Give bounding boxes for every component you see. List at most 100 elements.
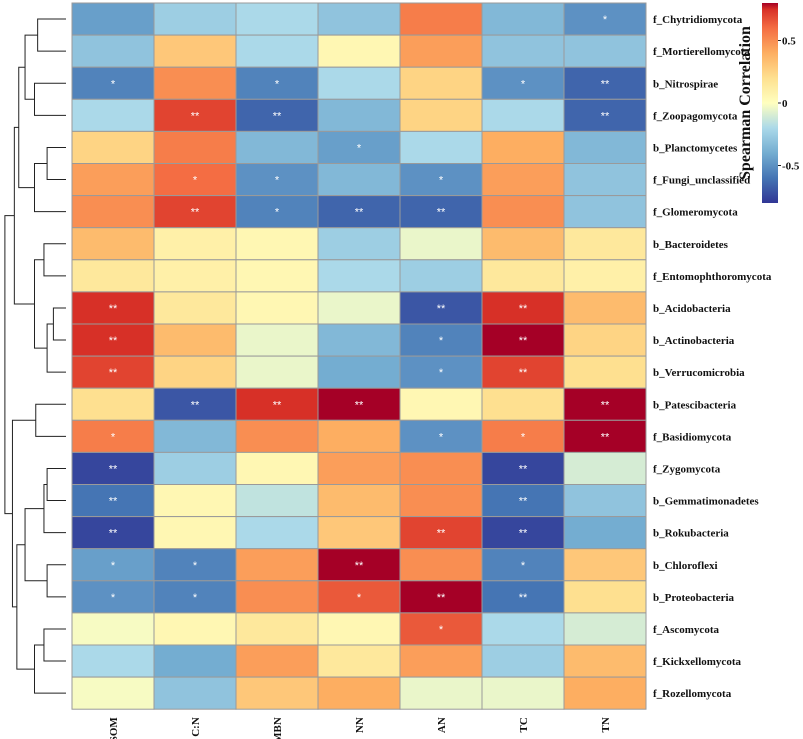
heatmap-cell — [153, 387, 237, 421]
heatmap-cell — [399, 259, 483, 293]
heatmap-cell — [153, 259, 237, 293]
heatmap-cell — [399, 580, 483, 614]
significance-mark: ** — [601, 431, 610, 443]
heatmap-cell — [71, 98, 155, 132]
heatmap-cell — [481, 612, 565, 646]
heatmap-cell — [399, 451, 483, 485]
significance-mark: * — [439, 367, 444, 379]
significance-mark: ** — [355, 207, 364, 219]
heatmap-cell — [481, 195, 565, 229]
heatmap-cells: ** * * **** ** **** * *** * ** **** ** **** * **** * ***… — [71, 2, 647, 710]
heatmap-cell — [563, 195, 647, 229]
significance-mark: ** — [191, 110, 200, 122]
row-label: f_Fungi_unclassified — [653, 175, 750, 187]
heatmap-cell — [317, 323, 401, 357]
heatmap-cell — [235, 676, 319, 710]
heatmap-cell — [235, 259, 319, 293]
dendrogram-branch — [13, 126, 35, 305]
dendrogram-branch — [46, 146, 66, 181]
heatmap-cell — [235, 612, 319, 646]
heatmap-cell — [235, 34, 319, 68]
heatmap-cell — [153, 516, 237, 550]
row-label: b_Acidobacteria — [653, 303, 731, 315]
heatmap-cell — [153, 451, 237, 485]
significance-mark: * — [111, 431, 116, 443]
colorbar-gradient — [762, 3, 778, 203]
heatmap-cell — [563, 644, 647, 678]
heatmap-cell — [71, 580, 155, 614]
heatmap-cell — [399, 98, 483, 132]
significance-mark: ** — [191, 399, 200, 411]
significance-mark: * — [275, 207, 280, 219]
heatmap-cell — [481, 2, 565, 36]
column-label: TC — [518, 717, 530, 732]
heatmap-cell — [153, 2, 237, 36]
row-label: f_Mortierellomycota — [653, 46, 750, 58]
heatmap-cell — [317, 419, 401, 453]
significance-mark: ** — [519, 463, 528, 475]
column-label: AN — [436, 717, 448, 733]
row-label: b_Nitrospirae — [653, 78, 718, 90]
dendrogram-branch — [46, 564, 66, 598]
heatmap-cell — [563, 387, 647, 421]
significance-mark: * — [193, 592, 198, 604]
significance-mark: * — [193, 175, 198, 187]
dendrogram-branch — [4, 215, 15, 515]
heatmap-cell — [563, 259, 647, 293]
heatmap-cell — [481, 34, 565, 68]
significance-mark: ** — [437, 528, 446, 540]
heatmap-cell — [235, 644, 319, 678]
heatmap-cell — [317, 130, 401, 164]
heatmap-cell — [481, 291, 565, 325]
heatmap-cell — [481, 130, 565, 164]
heatmap-cell — [153, 195, 237, 229]
heatmap-cell — [317, 644, 401, 678]
significance-mark: * — [111, 560, 116, 572]
row-label: b_Gemmatimonadetes — [653, 496, 759, 508]
significance-mark: ** — [519, 592, 528, 604]
heatmap-cell — [399, 644, 483, 678]
heatmap-cell — [563, 163, 647, 197]
heatmap-cell — [481, 323, 565, 357]
heatmap-cell — [235, 323, 319, 357]
column-label: NN — [354, 717, 366, 733]
heatmap-cell — [235, 291, 319, 325]
row-label: f_Entomophthoromycota — [653, 271, 772, 283]
colorbar: 0.5 0 -0.5 Spearman Correlation — [737, 3, 800, 203]
heatmap-cell — [481, 387, 565, 421]
heatmap-cell — [399, 163, 483, 197]
dendrogram-branch — [46, 323, 66, 373]
row-label: b_Bacteroidetes — [653, 239, 729, 251]
row-label: f_Zygomycota — [653, 463, 721, 475]
significance-mark: * — [603, 14, 608, 26]
heatmap-cell — [399, 227, 483, 261]
heatmap-cell — [399, 195, 483, 229]
significance-mark: * — [439, 431, 444, 443]
significance-mark: * — [111, 592, 116, 604]
colorbar-title: Spearman Correlation — [737, 26, 754, 180]
row-label: b_Proteobacteria — [653, 592, 735, 604]
row-label: b_Verrucomicrobia — [653, 367, 745, 379]
row-label: f_Kickxellomycota — [653, 656, 741, 668]
significance-mark: * — [275, 175, 280, 187]
heatmap-cell — [563, 484, 647, 518]
significance-mark: ** — [355, 560, 364, 572]
significance-mark: ** — [519, 528, 528, 540]
heatmap-cell — [399, 612, 483, 646]
heatmap-cell — [399, 387, 483, 421]
heatmap-cell — [235, 355, 319, 389]
heatmap-cell — [399, 2, 483, 36]
significance-mark: * — [111, 78, 116, 90]
heatmap-cell — [317, 227, 401, 261]
dendrogram-branch — [34, 163, 66, 213]
heatmap-cell — [563, 34, 647, 68]
heatmap-cell — [563, 548, 647, 582]
row-dendrogram — [4, 18, 66, 694]
heatmap-cell — [71, 195, 155, 229]
heatmap-cell — [399, 66, 483, 100]
heatmap-cell — [563, 676, 647, 710]
column-label: TN — [600, 717, 612, 732]
heatmap-cell — [563, 227, 647, 261]
column-labels: SOM C:N MBN NN AN TC TN — [108, 717, 612, 739]
